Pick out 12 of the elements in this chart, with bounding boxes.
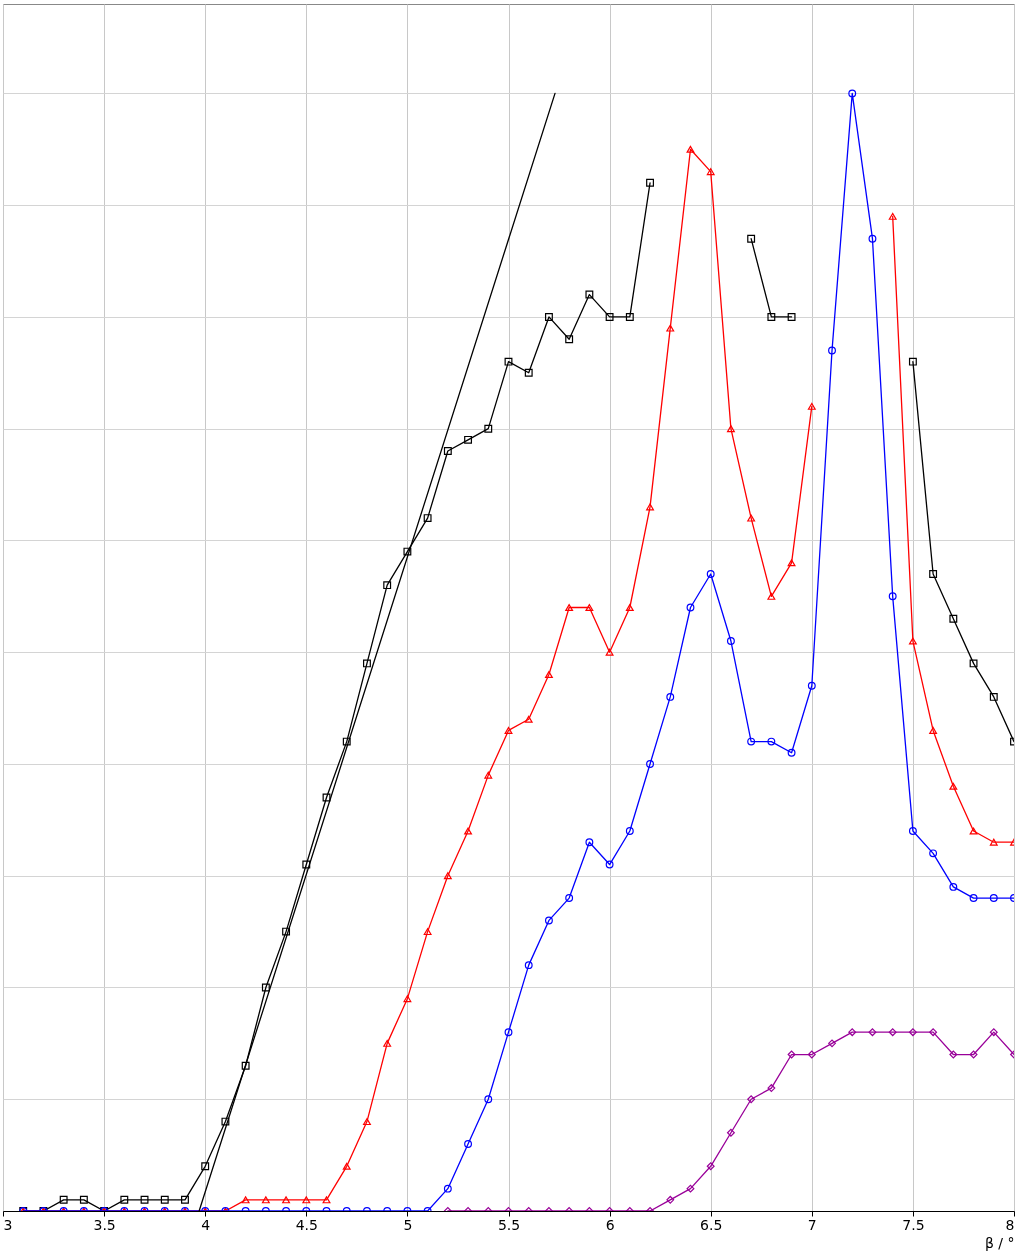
x-axis-title: β / ° [984, 1234, 1015, 1251]
x-tick-label: 3 [3, 1216, 13, 1233]
x-tick-label: 6.5 [700, 1216, 723, 1233]
x-tick-label: 6 [605, 1216, 615, 1233]
x-tick-label: 3.5 [93, 1216, 116, 1233]
x-tick-label: 4.5 [295, 1216, 318, 1233]
x-tick-label: 5 [403, 1216, 413, 1233]
x-tick-label: 7 [807, 1216, 817, 1233]
x-tick-label: 5.5 [497, 1216, 521, 1233]
x-tick-label: 4 [201, 1216, 211, 1233]
x-tick-label: 8 [1005, 1216, 1015, 1233]
x-tick-label: 7.5 [902, 1216, 925, 1233]
